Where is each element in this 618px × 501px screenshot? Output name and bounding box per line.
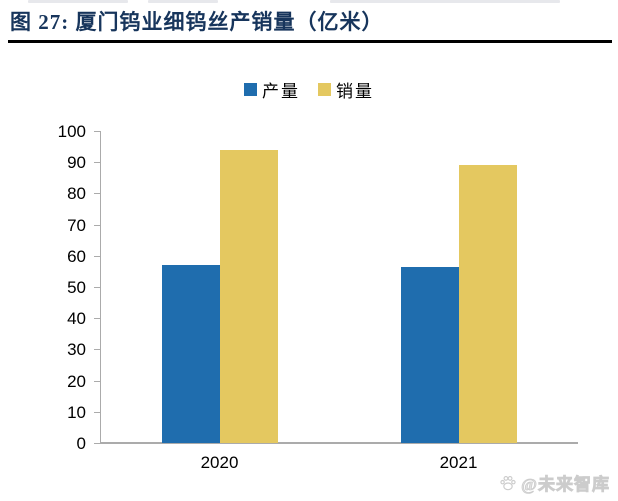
y-tick-label: 0 bbox=[76, 434, 86, 453]
y-tick-label: 30 bbox=[67, 340, 86, 360]
bar-产量-2020 bbox=[161, 265, 220, 443]
y-tick-label: 60 bbox=[67, 246, 86, 266]
title-divider-rule bbox=[8, 40, 612, 43]
y-axis-line bbox=[100, 131, 101, 443]
paw-icon bbox=[498, 473, 518, 493]
y-tick-label: 70 bbox=[67, 215, 86, 235]
cropped-text-remnant bbox=[148, 0, 218, 3]
cropped-text-remnant bbox=[28, 0, 128, 3]
legend-label: 销量 bbox=[336, 82, 374, 101]
y-tick-mark bbox=[94, 349, 100, 350]
y-tick-label: 90 bbox=[67, 153, 86, 173]
y-tick-mark bbox=[94, 193, 100, 194]
legend-item-销量: 销量 bbox=[318, 77, 374, 102]
watermark-text: @未来智库 bbox=[521, 475, 610, 495]
cropped-text-remnant bbox=[330, 0, 560, 3]
watermark: @未来智库 bbox=[498, 470, 610, 495]
y-tick-mark bbox=[94, 131, 100, 132]
bar-销量-2021 bbox=[458, 165, 517, 443]
legend-swatch bbox=[244, 83, 257, 96]
x-tick-label: 2020 bbox=[200, 453, 239, 472]
y-tick-label: 10 bbox=[67, 402, 86, 422]
y-tick-mark bbox=[94, 318, 100, 319]
x-axis-line bbox=[100, 442, 578, 444]
y-tick-label: 20 bbox=[67, 371, 86, 391]
legend-label: 产量 bbox=[262, 82, 300, 101]
bar-销量-2020 bbox=[219, 149, 278, 443]
legend-swatch bbox=[318, 83, 331, 96]
legend-item-产量: 产量 bbox=[244, 77, 300, 102]
y-tick-label: 100 bbox=[57, 122, 86, 141]
x-tick-label: 2021 bbox=[439, 453, 478, 472]
bar-产量-2021 bbox=[400, 266, 459, 443]
y-tick-mark bbox=[94, 381, 100, 382]
y-tick-mark bbox=[94, 162, 100, 163]
figure-title: 图 27: 厦门钨业细钨丝产销量（亿米） bbox=[10, 10, 384, 34]
y-tick-mark bbox=[94, 256, 100, 257]
chart-legend: 产量 销量 bbox=[0, 77, 618, 102]
y-tick-mark bbox=[94, 443, 100, 444]
y-tick-mark bbox=[94, 287, 100, 288]
y-tick-label: 50 bbox=[67, 278, 86, 297]
y-tick-mark bbox=[94, 412, 100, 413]
y-tick-label: 40 bbox=[67, 309, 86, 329]
y-tick-mark bbox=[94, 225, 100, 226]
y-tick-label: 80 bbox=[67, 184, 86, 204]
